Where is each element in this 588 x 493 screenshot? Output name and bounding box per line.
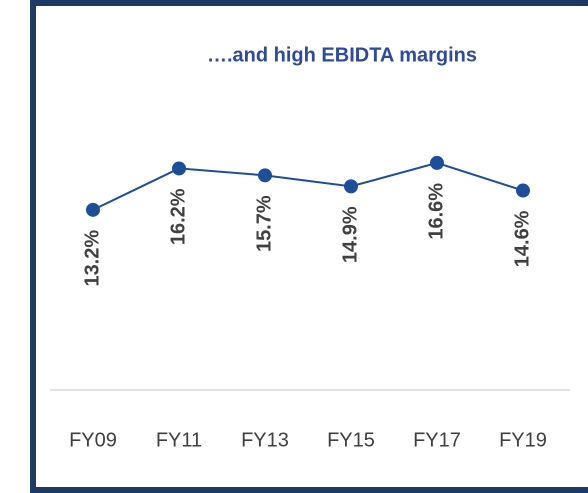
- marker: [258, 168, 272, 183]
- marker: [516, 183, 530, 198]
- chart-title: ….and high EBIDTA margins: [207, 44, 477, 66]
- marker: [172, 161, 186, 176]
- frame: [30, 0, 588, 493]
- x-tick-label: FY17: [413, 429, 461, 451]
- data-label: 16.6%: [425, 183, 447, 240]
- marker: [86, 202, 100, 217]
- x-tick-label: FY09: [69, 429, 117, 451]
- x-tick-label: FY15: [327, 429, 375, 451]
- data-label: 14.9%: [339, 206, 361, 263]
- data-label: 15.7%: [253, 195, 275, 252]
- marker: [430, 155, 444, 170]
- x-tick-label: FY19: [499, 429, 547, 451]
- marker: [344, 179, 358, 194]
- data-label: 13.2%: [81, 230, 103, 287]
- x-tick-label: FY11: [156, 429, 202, 451]
- data-label: 16.2%: [167, 188, 189, 245]
- line: [92, 161, 524, 211]
- data-label: 14.6%: [511, 210, 533, 267]
- x-tick-label: FY13: [241, 429, 289, 451]
